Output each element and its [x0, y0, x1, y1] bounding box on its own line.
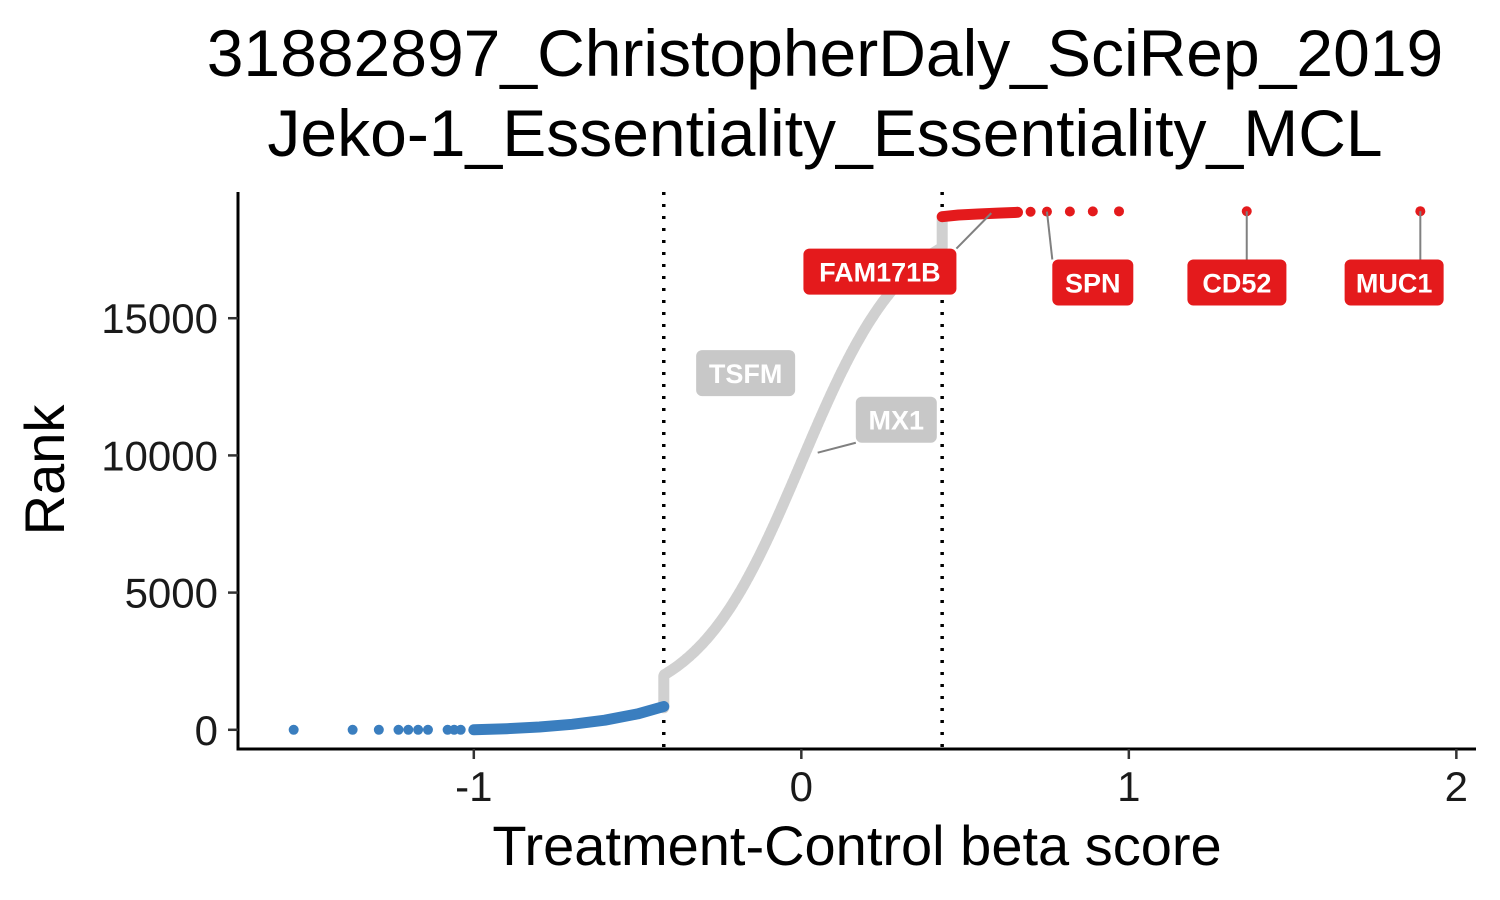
gene-label-cd52: CD52 — [1187, 211, 1287, 306]
gene-label-muc1: MUC1 — [1344, 211, 1444, 306]
neutral-points — [658, 211, 948, 714]
label-box — [1052, 259, 1134, 306]
y-tick-label: 5000 — [125, 570, 218, 617]
label-text: MX1 — [869, 406, 925, 436]
enriched-point — [1025, 206, 1036, 217]
depleted-point — [455, 724, 466, 735]
threshold-lines — [662, 192, 944, 749]
enriched-points — [936, 206, 1426, 223]
gene-labels: FAM171B SPN CD52 MUC1 TSFM MX1 — [696, 211, 1444, 454]
chart-title-line-2: Jeko-1_Essentiality_Essentiality_MCL — [267, 96, 1382, 170]
x-axis-title: Treatment-Control beta score — [492, 814, 1221, 877]
label-box — [855, 396, 937, 443]
label-box — [1344, 259, 1444, 306]
depleted-point — [413, 724, 424, 735]
depleted-point — [347, 724, 358, 735]
enriched-curve — [936, 206, 1023, 223]
y-tick-label: 10000 — [101, 432, 218, 479]
axes: -1 0 1 2 0 5000 10000 15000 — [101, 192, 1476, 810]
gene-label-spn: SPN — [1045, 211, 1134, 306]
gene-label-tsfm: TSFM — [696, 350, 796, 397]
x-tick-label: 1 — [1117, 763, 1140, 810]
label-box — [1187, 259, 1287, 306]
depleted-point — [393, 724, 404, 735]
plot-area: FAM171B SPN CD52 MUC1 TSFM MX1 — [288, 192, 1444, 749]
enriched-point — [1114, 206, 1125, 217]
x-tick-label: -1 — [455, 763, 492, 810]
label-box — [803, 248, 957, 295]
y-tick-label: 15000 — [101, 295, 218, 342]
chart-title-line-1: 31882897_ChristopherDaly_SciRep_2019 — [207, 16, 1444, 90]
depleted-point — [288, 724, 299, 735]
x-axis-ticks: -1 0 1 2 — [455, 749, 1468, 810]
gene-label-fam171b: FAM171B — [803, 212, 992, 295]
enriched-point — [1064, 206, 1075, 217]
depleted-point — [403, 724, 414, 735]
label-leader-line — [1045, 211, 1054, 260]
label-text: SPN — [1065, 269, 1121, 299]
label-text: CD52 — [1202, 269, 1271, 299]
depleted-point — [373, 724, 384, 735]
label-text: FAM171B — [819, 258, 941, 288]
y-tick-label: 0 — [195, 707, 218, 754]
label-text: MUC1 — [1356, 269, 1433, 299]
label-text: TSFM — [709, 359, 783, 389]
y-axis-title: Rank — [13, 404, 76, 536]
depleted-points — [288, 701, 670, 736]
label-leader-line — [955, 212, 992, 250]
x-tick-label: 2 — [1445, 763, 1468, 810]
x-tick-label: 0 — [790, 763, 813, 810]
depleted-curve — [468, 701, 670, 736]
depleted-point — [422, 724, 433, 735]
gene-label-mx1: MX1 — [817, 396, 937, 454]
y-axis-ticks: 0 5000 10000 15000 — [101, 295, 238, 754]
enriched-point — [1087, 206, 1098, 217]
neutral-curve — [658, 211, 948, 714]
chart-title: 31882897_ChristopherDaly_SciRep_2019 Jek… — [207, 16, 1444, 170]
label-box — [696, 350, 796, 397]
label-leader-line — [817, 441, 857, 454]
